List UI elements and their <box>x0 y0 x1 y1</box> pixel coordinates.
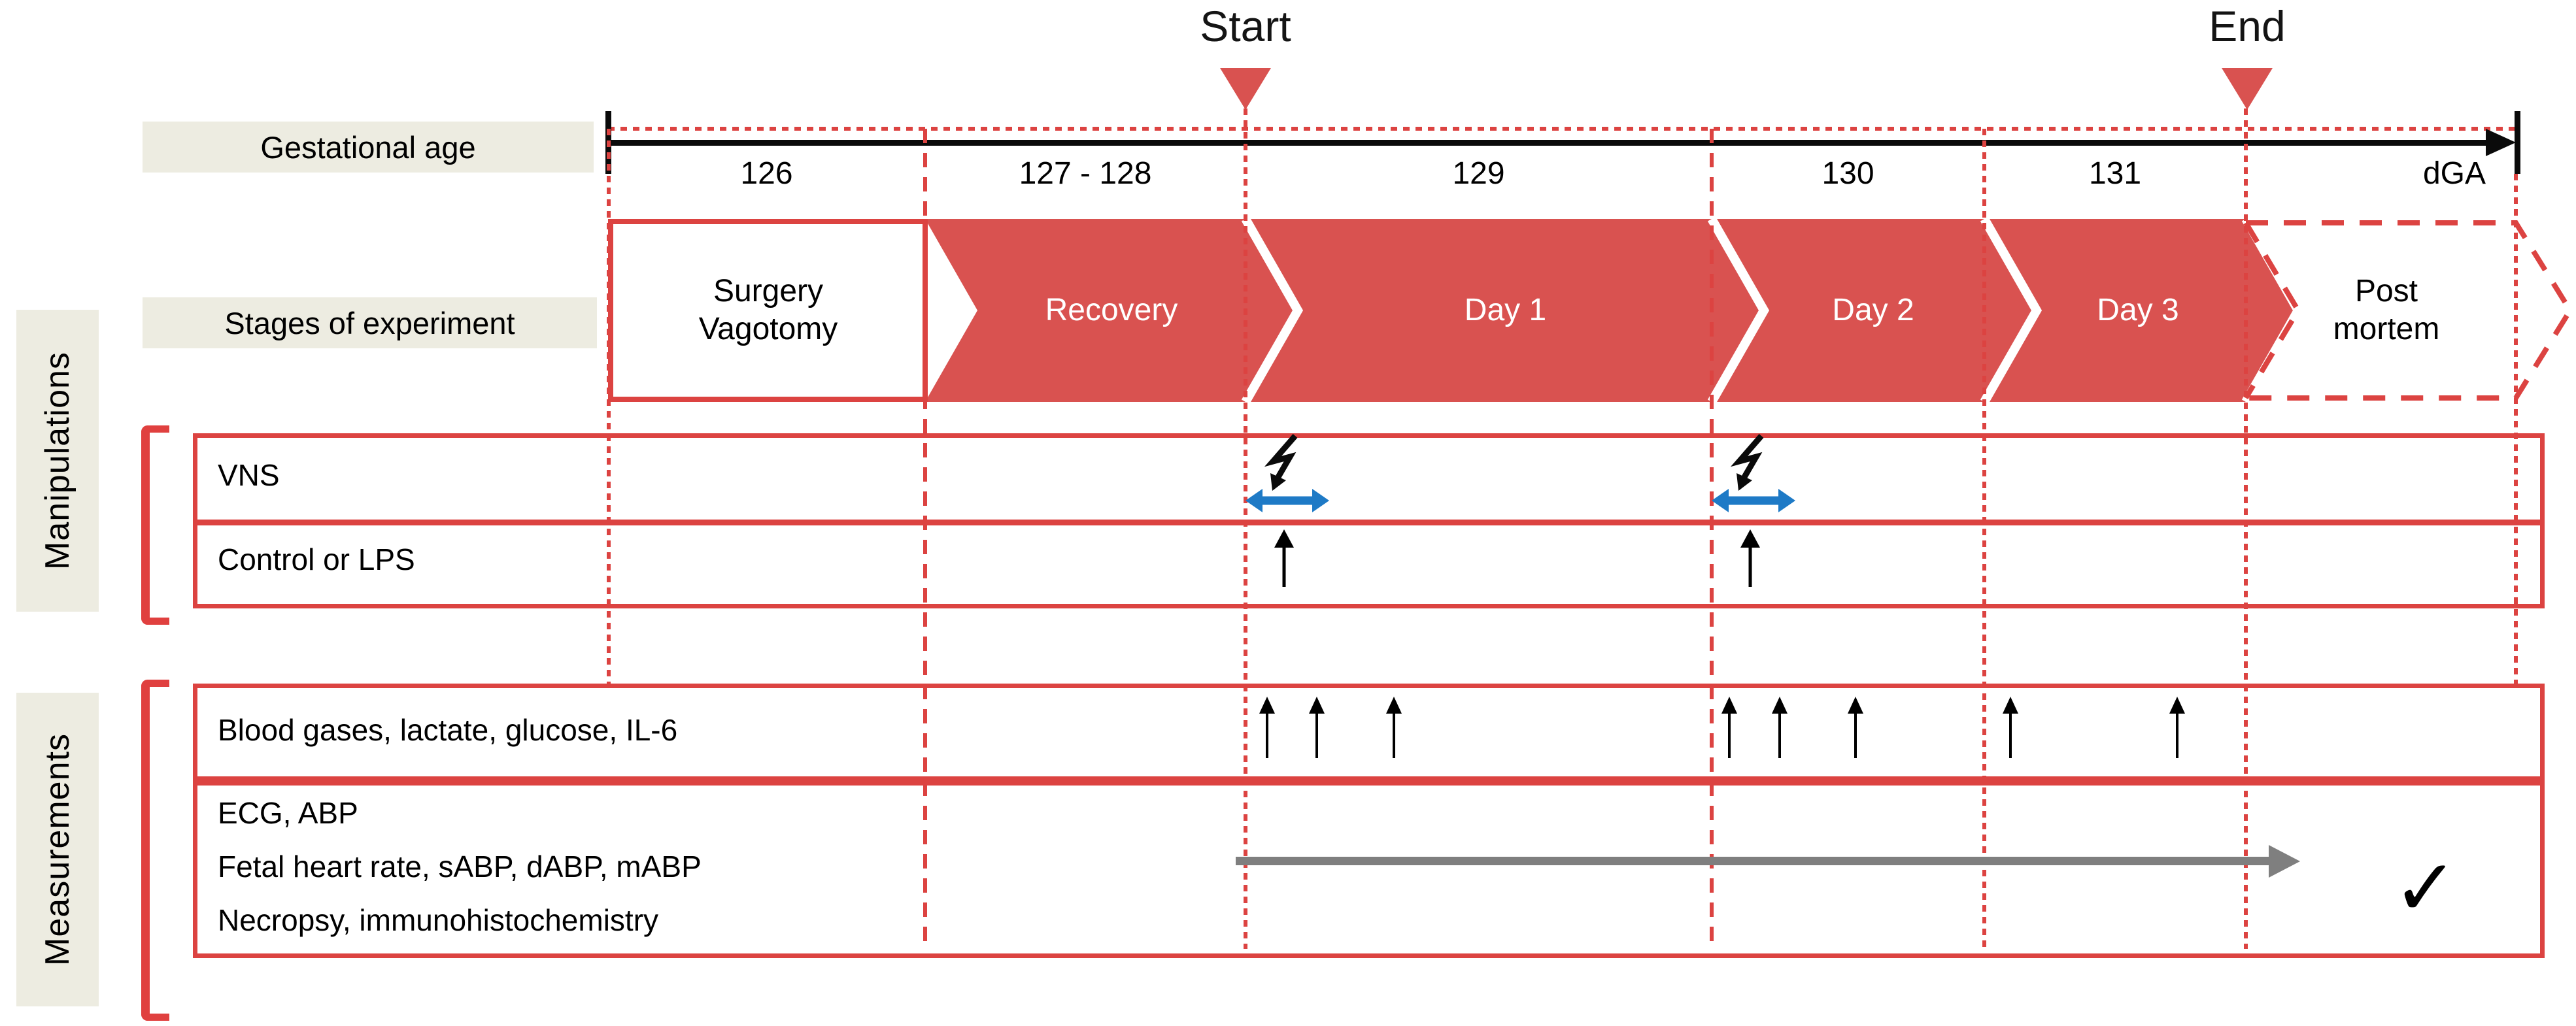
lightning-icon <box>1264 434 1298 491</box>
stage-surgery-box <box>608 219 928 402</box>
stage-surgery-label: Surgery Vagotomy <box>698 274 838 346</box>
age-tick-130: 130 <box>1822 156 1874 191</box>
column-line-start-129 <box>1244 108 1247 949</box>
timeline-arrowhead-icon <box>2486 129 2516 156</box>
stage-postmortem-left-notch <box>2243 221 2301 400</box>
sample-arrow-icon <box>1770 697 1789 758</box>
measurements-bracket <box>141 680 169 1021</box>
control-lps-row-box <box>193 520 2545 608</box>
injection-arrow-icon <box>1738 529 1762 587</box>
column-line-130-131 <box>1982 129 1986 949</box>
sample-arrow-icon <box>1307 697 1327 758</box>
end-triangle-icon <box>2222 68 2273 110</box>
age-unit-dga: dGA <box>2422 156 2486 191</box>
lightning-icon <box>1730 434 1764 491</box>
recording-arrow-head-icon <box>2269 845 2300 878</box>
column-line-right-edge <box>2514 174 2518 684</box>
double-arrow-icon <box>1246 489 1329 512</box>
age-tick-126: 126 <box>740 156 793 191</box>
ecg-row-box <box>193 776 2545 958</box>
manipulations-bracket <box>141 425 169 625</box>
vns-row-label: VNS <box>218 457 280 492</box>
age-tick-127-128: 127 - 128 <box>1019 156 1152 191</box>
column-line-129-130 <box>1710 129 1714 949</box>
stages-of-experiment-label: Stages of experiment <box>143 297 597 348</box>
gestational-age-label: Gestational age <box>143 122 594 173</box>
stage-day2-label: Day 2 <box>1832 293 1914 327</box>
end-label: End <box>2209 2 2286 50</box>
blood-gases-row-box <box>193 684 2545 786</box>
injection-arrow-icon <box>1272 529 1296 587</box>
sample-arrow-icon <box>1846 697 1865 758</box>
recording-arrow-shaft <box>1236 857 2271 865</box>
stage-separator-3 <box>1980 219 2042 402</box>
sample-arrow-icon <box>1384 697 1404 758</box>
stages-chevron-band <box>608 219 2573 402</box>
sample-arrow-icon <box>2001 697 2020 758</box>
column-line-end-131 <box>2244 108 2248 949</box>
stage-postmortem-label: Post mortem <box>2333 274 2440 346</box>
control-lps-row-label: Control or LPS <box>218 542 415 576</box>
measurements-section-label: Measurements <box>16 693 99 1006</box>
column-line-126-left <box>607 129 611 684</box>
stage-day3-label: Day 3 <box>2097 293 2179 327</box>
sample-arrow-icon <box>1257 697 1277 758</box>
ecg-row-label: ECG, ABP Fetal heart rate, sABP, dABP, m… <box>218 796 702 937</box>
stage-day1-label: Day 1 <box>1464 293 1547 327</box>
stage-surgery-tip <box>925 219 977 402</box>
check-mark-icon: ✓ <box>2392 843 2459 934</box>
timeline-axis <box>608 140 2494 146</box>
vns-row-box <box>193 433 2545 525</box>
start-triangle-icon <box>1220 68 1271 110</box>
age-tick-131: 131 <box>2088 156 2142 191</box>
double-arrow-icon <box>1712 489 1795 512</box>
stage-recovery-label: Recovery <box>1045 293 1178 327</box>
sample-arrow-icon <box>1720 697 1739 758</box>
stage-separator-1 <box>1241 219 1304 402</box>
age-tick-129: 129 <box>1452 156 1505 191</box>
stage-separator-2 <box>1707 219 1770 402</box>
sample-arrow-icon <box>2167 697 2187 758</box>
manipulations-section-label: Manipulations <box>16 310 99 612</box>
timeline-dotted-line <box>608 127 2516 131</box>
timeline-right-tick <box>2515 111 2520 174</box>
blood-gases-row-label: Blood gases, lactate, glucose, IL-6 <box>218 713 678 747</box>
start-label: Start <box>1200 2 1291 50</box>
column-line-126-127 <box>923 129 927 949</box>
